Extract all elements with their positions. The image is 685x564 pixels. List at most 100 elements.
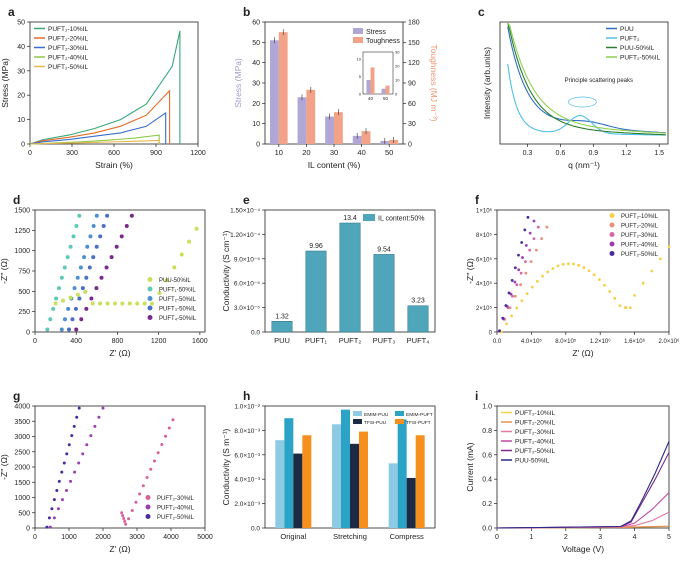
data-point	[524, 271, 528, 275]
data-point	[88, 234, 93, 239]
data-point	[72, 286, 77, 291]
data-point	[511, 294, 514, 298]
data-point	[91, 255, 96, 260]
data-point	[613, 296, 617, 300]
data-point	[526, 215, 530, 219]
legend-label: PUFT₂-20%IL	[48, 36, 88, 43]
data-point	[75, 275, 80, 280]
y-tick-label: 8×10⁵	[476, 232, 493, 239]
data-point	[84, 275, 89, 280]
series-line	[29, 111, 167, 145]
x-tick-label: 40	[357, 148, 365, 157]
data-point	[60, 498, 64, 502]
data-point	[45, 525, 49, 529]
series-line	[507, 22, 666, 136]
y-tick-label: 0.0	[251, 526, 260, 533]
data-point	[121, 514, 125, 518]
data-point	[618, 304, 622, 308]
data-point	[109, 255, 114, 260]
y-tick-label: 1.20×10⁻⁴	[230, 232, 260, 239]
data-point	[130, 509, 134, 513]
series-line	[507, 64, 666, 136]
data-point	[507, 291, 511, 295]
data-point	[603, 283, 606, 287]
y-tick-label: 10	[17, 117, 25, 124]
panel-label-c: c	[478, 5, 485, 19]
data-point	[53, 301, 58, 306]
panel-c: c 0.3 0.6 0.9 1.2 1.5 q (nm⁻¹) Intensity (arb.u…	[478, 5, 669, 170]
data-point	[119, 234, 124, 239]
data-point	[528, 248, 532, 252]
legend-label: Toughness	[366, 38, 400, 45]
data-point	[513, 294, 517, 298]
data-point	[123, 519, 127, 523]
y-tick-label: 0	[256, 142, 260, 149]
y-tick-label: 10	[252, 121, 260, 128]
legend-label: PUFT₂-30%IL	[621, 233, 659, 239]
legend-label: TFSI-PUU	[364, 420, 387, 426]
y-tick-label: 20	[17, 93, 25, 100]
data-point	[47, 516, 51, 520]
legend-label: PUFT₂-50%IL	[621, 252, 659, 258]
bar-toughness	[334, 112, 343, 144]
y2-tick-label: 0	[408, 142, 412, 149]
data-point	[98, 301, 103, 306]
series-line	[496, 511, 670, 529]
data-point	[566, 262, 570, 266]
data-point	[89, 434, 93, 438]
data-point	[160, 442, 164, 446]
x-tick-label: 1.6×10⁶	[624, 338, 646, 345]
bar-value-label: 3.23	[411, 298, 425, 305]
x-tick-label: 2000	[95, 534, 111, 541]
y-tick-label: 4×10⁵	[476, 281, 493, 288]
data-point	[70, 434, 74, 438]
legend-swatch	[395, 411, 404, 416]
x-tick-label: 400	[70, 338, 82, 345]
data-point	[52, 516, 56, 520]
data-point	[90, 301, 95, 306]
y-tick-label: 250	[18, 309, 30, 316]
bar	[332, 424, 341, 528]
data-point	[505, 322, 508, 326]
bar	[406, 477, 416, 528]
data-point	[577, 263, 581, 267]
data-point	[94, 286, 99, 291]
legend-marker	[145, 495, 151, 500]
y-tick-label: 1250	[14, 228, 30, 235]
data-point	[104, 265, 109, 270]
y-tick-label: 1500	[14, 208, 30, 215]
x-tick-label: Stretching	[333, 532, 367, 541]
data-point	[66, 306, 71, 311]
panel-label-i: i	[475, 389, 478, 403]
x-tick-label: 3	[598, 534, 602, 541]
legend-label: PUFT₂-50%IL	[515, 448, 555, 455]
data-point	[68, 295, 73, 300]
x-tick-label: 3000	[129, 534, 145, 541]
data-point	[83, 289, 88, 294]
data-point	[94, 213, 99, 218]
x-axis-label: Z' (Ω)	[109, 544, 130, 554]
y-tick-label: 750	[18, 269, 30, 276]
y-tick-label: 30	[17, 68, 25, 75]
y-tick-label: 9.0×10⁻⁵	[234, 256, 260, 263]
legend-label: PUFT₂-50%IL	[159, 297, 197, 303]
y-tick-label: 0.2	[482, 501, 492, 508]
data-point	[523, 228, 527, 232]
y-tick-label: 0	[26, 330, 30, 337]
legend-label: PUFT₂-50%IL	[157, 515, 195, 521]
y2-tick-label: 180	[408, 20, 420, 27]
y2-axis-label: Toughness (MJ m⁻³)	[429, 44, 439, 121]
data-point	[67, 327, 71, 332]
x-tick-label: 1000	[61, 534, 77, 541]
panel-h: h 0.0 2.0×10⁻³ 4.0×10⁻³ 6.0×10⁻³ 8.0×10⁻³ 1.0×…	[221, 389, 436, 541]
y-tick-label: 0.4	[482, 477, 492, 484]
data-point	[628, 306, 632, 309]
legend-label: PUFT₂-30%IL	[515, 429, 555, 436]
inset-y2-tick-label: 10	[395, 78, 400, 83]
data-point	[545, 225, 549, 229]
data-point	[536, 225, 540, 229]
data-point	[65, 452, 69, 456]
data-point	[105, 301, 110, 306]
y-tick-label: 0.0	[251, 330, 260, 337]
bar	[388, 463, 398, 528]
